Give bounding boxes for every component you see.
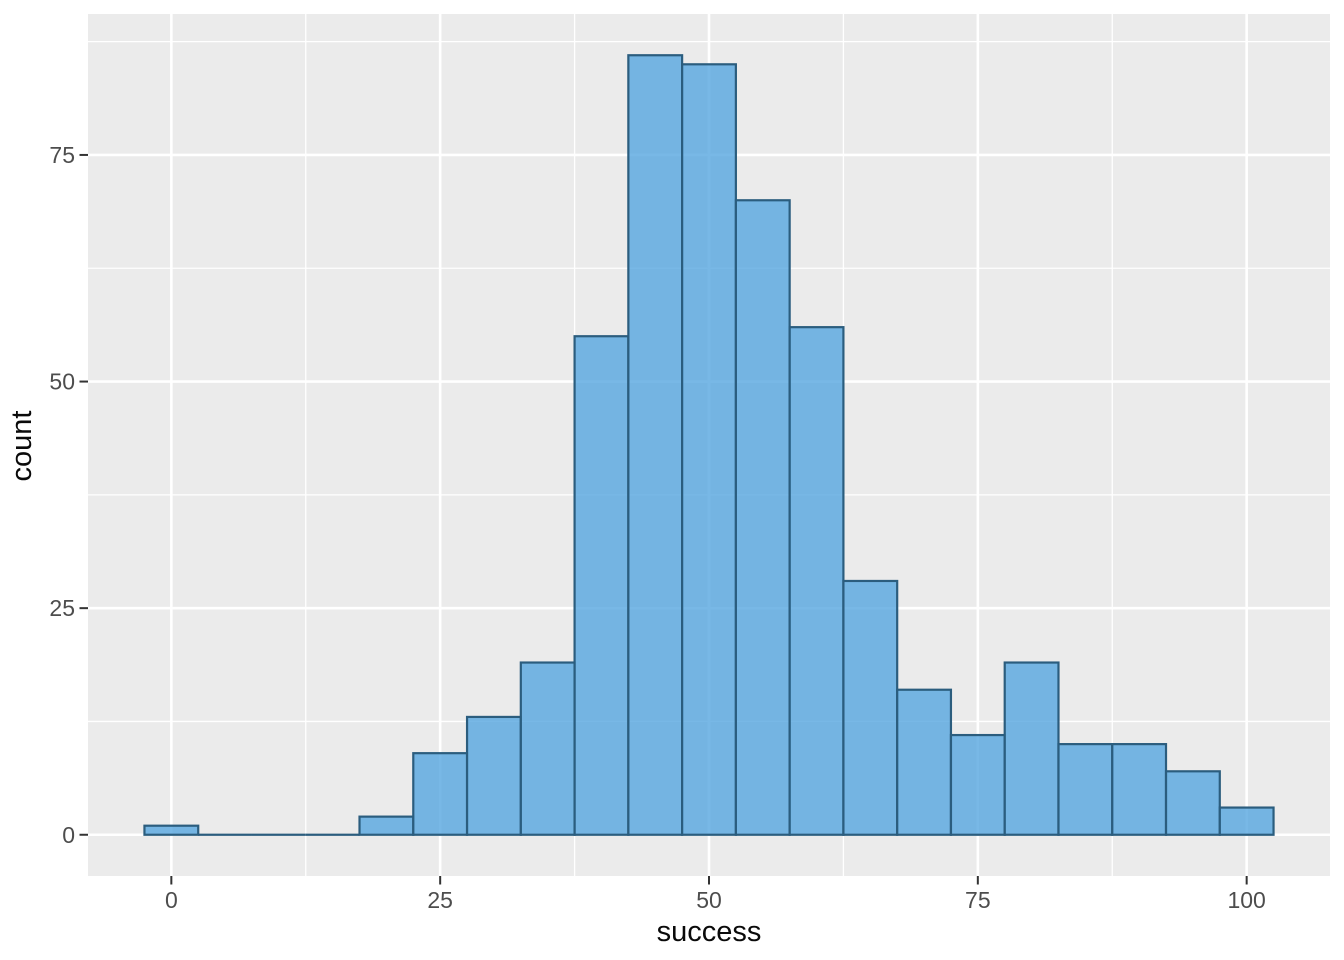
x-tick-label: 25 [427,887,453,913]
histogram-bar [358,815,415,836]
x-tick-label: 100 [1227,887,1265,913]
histogram-bar [1164,770,1221,836]
histogram-bar [842,579,899,836]
histogram-bar [788,326,845,836]
histogram-bar [573,335,630,836]
histogram-bar [1003,661,1060,836]
histogram-bar [143,824,200,836]
y-tick-label: 0 [62,822,75,848]
x-tick-label: 50 [696,887,722,913]
histogram-bar [465,715,522,836]
histogram-bar [1111,743,1168,836]
histogram-bar [1057,743,1114,836]
y-tick-label: 50 [49,369,75,395]
x-tick-label: 75 [965,887,991,913]
y-tick-label: 75 [49,142,75,168]
histogram-bar [627,54,684,836]
y-axis-title: count [6,411,38,482]
histogram-bar [681,63,737,836]
y-tick-label: 25 [49,595,75,621]
histogram-bar [734,199,791,836]
x-axis-title: success [657,916,762,948]
histogram-bar [949,733,1006,836]
x-tick-label: 0 [165,887,178,913]
histogram-bar [519,661,576,836]
histogram-bar [896,688,953,836]
histogram-bar [412,752,469,836]
histogram-bar [1218,806,1275,836]
